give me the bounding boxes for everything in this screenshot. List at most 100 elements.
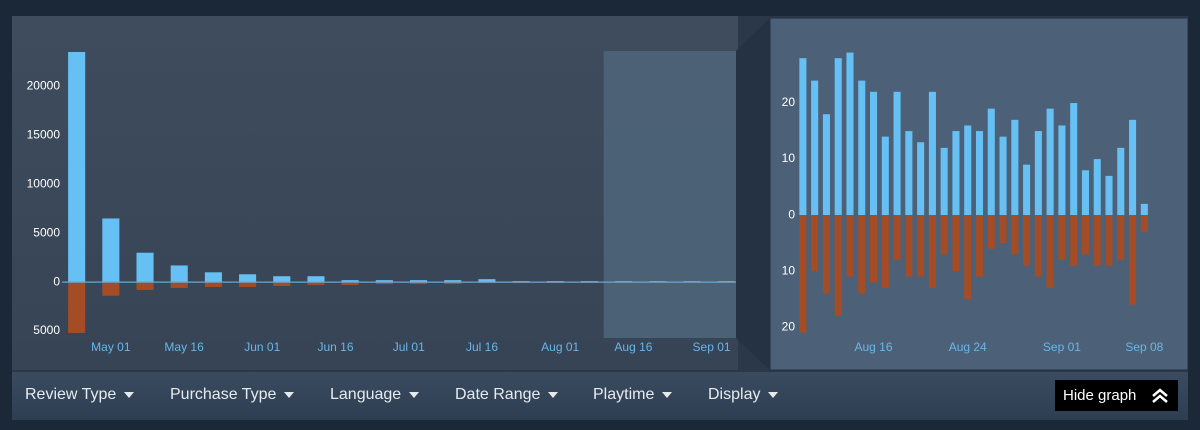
bar [964, 125, 972, 216]
caret-icon [124, 391, 135, 398]
bar [846, 215, 854, 277]
bar [1070, 215, 1078, 266]
filter-dropdown[interactable]: Purchase Type [170, 386, 295, 404]
filter-dropdown[interactable]: Playtime [593, 386, 673, 404]
filter-label: Language [330, 386, 402, 403]
bar [1023, 215, 1031, 266]
bar [987, 108, 995, 216]
bar [1058, 215, 1066, 260]
filter-dropdown[interactable]: Language [330, 386, 420, 404]
bar [834, 58, 842, 216]
bar [870, 91, 878, 216]
caret-icon [548, 391, 559, 398]
bar [1011, 119, 1019, 216]
charts: 5000 0 5000 10000 15000 20000 May 01 May 16 Jun … [12, 16, 1189, 372]
bar [975, 131, 984, 216]
y-tick-label: 15000 [27, 127, 61, 141]
bar [811, 215, 819, 272]
bar [987, 215, 995, 249]
bar [905, 215, 913, 277]
bar [1034, 131, 1042, 216]
bar [239, 274, 257, 283]
bar [870, 215, 878, 283]
y-tick-label: 20 [782, 319, 796, 333]
bar [964, 215, 972, 300]
x-tick-label: Sep 01 [693, 340, 731, 354]
bar [102, 282, 120, 296]
overview-chart: 5000 0 5000 10000 15000 20000 May 01 May 16 Jun … [27, 18, 770, 370]
bar [409, 282, 428, 285]
bar [1046, 108, 1054, 216]
bar [273, 276, 291, 283]
x-tick-label: Sep 08 [1125, 340, 1163, 354]
y-tick-label: 10 [782, 263, 796, 277]
x-tick-label: Jun 01 [244, 340, 280, 354]
bar [204, 282, 222, 287]
bar [846, 52, 854, 216]
x-tick-label: May 16 [164, 340, 204, 354]
bar [822, 114, 830, 216]
bar [1105, 175, 1113, 216]
bar [799, 215, 807, 333]
caret-icon [662, 391, 673, 398]
bar [102, 218, 120, 283]
bar [409, 280, 428, 283]
bar [444, 280, 462, 283]
bar [1129, 119, 1137, 216]
bar [928, 91, 936, 216]
y-tick-label: 0 [53, 274, 60, 288]
bar [917, 142, 925, 216]
bar [1140, 203, 1148, 216]
bar [1105, 215, 1113, 266]
bar [68, 51, 86, 283]
filter-dropdown[interactable]: Date Range [455, 386, 559, 404]
bar [858, 215, 866, 294]
bar [1081, 215, 1089, 255]
x-tick-label: Aug 24 [949, 340, 987, 354]
y-tick-label: 20 [782, 95, 796, 109]
bar [893, 215, 901, 260]
x-tick-label: Aug 16 [614, 340, 652, 354]
bar [881, 215, 889, 288]
bar [478, 279, 496, 283]
bar [170, 282, 188, 288]
bar [834, 215, 842, 316]
bar [1117, 147, 1125, 216]
bar [375, 282, 393, 285]
bar [940, 215, 948, 255]
filter-dropdown[interactable]: Display [708, 386, 779, 404]
bar [307, 282, 325, 286]
caret-icon [284, 391, 295, 398]
caret-icon [768, 391, 779, 398]
bar [444, 282, 462, 285]
bar [136, 282, 154, 290]
zoom-chart: 20 10 0 10 20 Aug 16 Aug 24 Sep 01 Sep 08 [782, 52, 1164, 354]
filter-label: Review Type [25, 386, 117, 403]
filter-label: Display [708, 386, 761, 403]
y-tick-label: 10000 [27, 176, 61, 190]
bar [905, 131, 913, 216]
bar [1034, 215, 1042, 277]
bar [975, 215, 984, 277]
bar [799, 58, 807, 216]
y-tick-label: 20000 [27, 78, 61, 92]
bar [204, 272, 222, 283]
x-tick-label: May 01 [91, 340, 131, 354]
bar [341, 282, 359, 286]
bar [999, 136, 1007, 216]
zoom-region [603, 51, 736, 338]
y-tick-label: 0 [788, 207, 795, 221]
bar [239, 282, 257, 287]
caret-icon [409, 391, 420, 398]
bar [1129, 215, 1137, 305]
bar [999, 215, 1007, 244]
filter-bar: Review Type Purchase Type Language Date Ran… [12, 372, 1188, 420]
hide-graph-button[interactable]: Hide graph [1055, 380, 1178, 411]
bar [1093, 159, 1101, 216]
x-tick-label: Jul 01 [393, 340, 425, 354]
x-tick-label: Aug 16 [855, 340, 893, 354]
filter-dropdown[interactable]: Review Type [25, 386, 135, 404]
bar [341, 280, 359, 283]
hide-graph-label: Hide graph [1063, 387, 1137, 404]
